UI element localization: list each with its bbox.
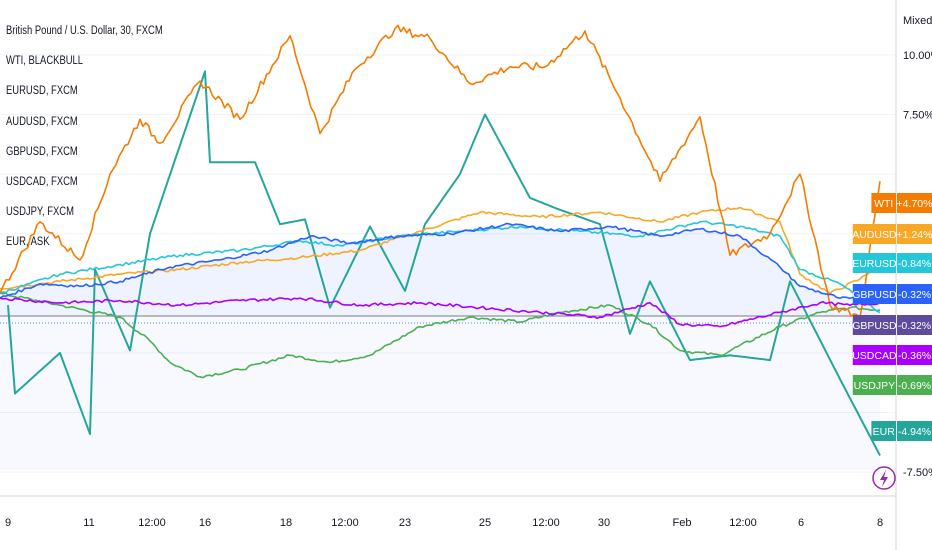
badge-usdjpy: USDJPY -0.69% [852, 375, 932, 395]
series-line-wti [0, 24, 881, 318]
badge-value-bg [897, 284, 932, 304]
badge-label-bg [871, 193, 896, 213]
badge-label-bg [852, 284, 896, 304]
lower-area-fill [0, 316, 880, 470]
badge-value-bg [897, 315, 932, 335]
series-line-audusd [0, 206, 881, 295]
x-axis-ticks: 9 11 12:00 16 18 12:00 23 25 12:00 30 Feb 12:00 6 8 [5, 517, 883, 529]
legend-item-eur[interactable]: EUR, ASK [6, 236, 50, 249]
legend-item-eurusd[interactable]: EURUSD, FXCM [6, 85, 78, 98]
badge-value-bg [897, 253, 932, 273]
badge-value-bg [897, 345, 932, 365]
x-tick-label: 25 [479, 517, 491, 529]
badge-value-bg [897, 224, 932, 244]
series-layer [0, 24, 881, 456]
badge-label: GBPUSD [852, 289, 897, 301]
badge-audusd: AUDUSD +1.24% [852, 224, 932, 244]
badge-usdcad: USDCAD -0.36% [852, 345, 932, 365]
badge-label-bg [852, 345, 896, 365]
legend-title[interactable]: British Pound / U.S. Dollar, 30, FXCM [6, 25, 163, 37]
x-tick-label: 11 [83, 517, 94, 529]
badge-value-bg [897, 375, 932, 395]
x-tick-label: 6 [798, 517, 804, 529]
badge-value: -0.69% [898, 380, 931, 392]
badge-value: -0.36% [898, 350, 931, 362]
x-tick-label: Feb [673, 517, 692, 529]
badge-label-bg [852, 224, 896, 244]
badge-label-bg [871, 421, 896, 441]
badge-value: +4.70% [897, 198, 932, 210]
x-tick-label: 12:00 [532, 517, 560, 529]
y-tick-label: 7.50% [903, 109, 932, 121]
y-axis-ticks: 10.00% 7.50% -7.50% Mixed [903, 15, 932, 479]
badge-eur: EUR -4.94% [871, 421, 932, 441]
badge-label: EURUSD [852, 258, 897, 270]
lightning-icon[interactable] [872, 466, 896, 490]
badge-value: -0.84% [898, 258, 931, 270]
badge-value: -0.32% [898, 320, 931, 332]
series-line-usdjpy [0, 292, 881, 379]
badge-label: USDCAD [852, 350, 897, 362]
badge-label: AUDUSD [852, 229, 897, 241]
x-tick-label: 9 [5, 517, 11, 529]
badge-label: USDJPY [854, 380, 895, 392]
legend: British Pound / U.S. Dollar, 30, FXCM WT… [6, 24, 163, 266]
x-tick-label: 8 [877, 517, 883, 529]
badge-wti: WTI +4.70% [871, 193, 932, 213]
series-line-eur [7, 70, 881, 456]
badge-value: +1.24% [897, 229, 932, 241]
y-tick-label: 10.00% [903, 50, 932, 62]
legend-item-usdjpy[interactable]: USDJPY, FXCM [6, 206, 74, 219]
badge-label-bg [852, 253, 896, 273]
legend-item-gbpusd[interactable]: GBPUSD, FXCM [6, 145, 78, 158]
legend-item-usdcad[interactable]: USDCAD, FXCM [6, 175, 78, 188]
badge-value: -4.94% [898, 426, 931, 438]
scale-mode-label[interactable]: Mixed [903, 15, 932, 27]
series-line-gbpusd [0, 222, 881, 303]
badge-value-bg [897, 421, 932, 441]
legend-item-audusd[interactable]: AUDUSD, FXCM [6, 115, 78, 128]
badge-label-bg [852, 375, 896, 395]
gbpusd-area-fill [0, 223, 880, 316]
legend-item-wti[interactable]: WTI, BLACKBULL [6, 55, 84, 68]
badge-label-bg [852, 315, 896, 335]
x-tick-label: 16 [199, 517, 211, 529]
x-tick-label: 30 [598, 517, 610, 529]
badge-label: GBPUSD [852, 320, 897, 332]
badge-value-bg [897, 193, 932, 213]
x-tick-label: 12:00 [138, 517, 166, 529]
badge-gbpusd: GBPUSD -0.32% [852, 284, 932, 304]
x-tick-label: 12:00 [331, 517, 359, 529]
badge-value: -0.32% [898, 289, 931, 301]
price-badges: WTI +4.70%AUDUSD +1.24%EURUSD -0.84%GBPUSD -… [852, 193, 932, 441]
x-tick-label: 12:00 [729, 517, 757, 529]
badge-label: EUR [873, 426, 896, 438]
x-tick-label: 23 [399, 517, 411, 529]
badge-eurusd: EURUSD -0.84% [852, 253, 932, 273]
badge-gbpusd: GBPUSD -0.32% [852, 315, 932, 335]
badge-label: WTI [874, 198, 893, 210]
series-line-usdcad [0, 297, 881, 328]
series-line-eurusd [0, 220, 881, 314]
y-tick-label: -7.50% [903, 467, 932, 479]
x-tick-label: 18 [280, 517, 292, 529]
